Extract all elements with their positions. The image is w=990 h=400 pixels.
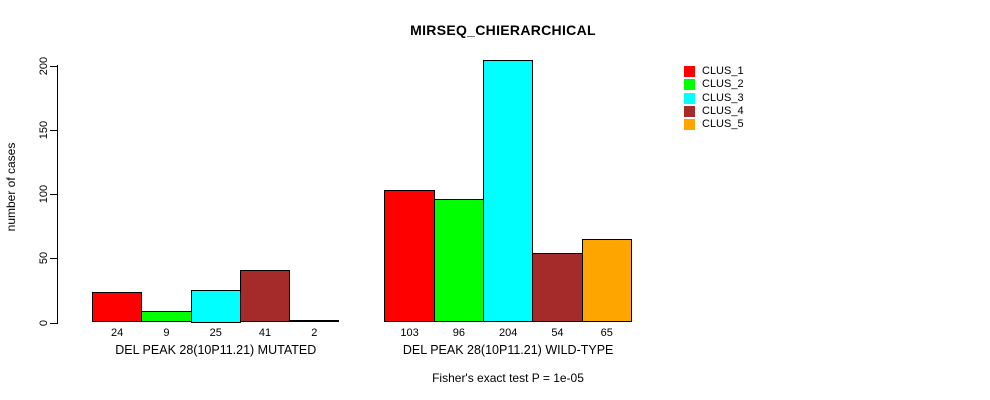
legend-item: CLUS_3 xyxy=(684,92,744,105)
bar-clus_1-group1 xyxy=(92,291,143,323)
bar-clus_5-group2 xyxy=(581,238,632,323)
bar-clus_2-group1 xyxy=(141,310,192,323)
y-axis-tick xyxy=(50,65,57,67)
bar-value-label: 9 xyxy=(163,327,170,339)
chart-title: MIRSEQ_CHIERARCHICAL xyxy=(410,22,596,38)
bar-clus_4-group2 xyxy=(532,253,583,323)
legend-item: CLUS_2 xyxy=(684,78,744,91)
x-axis-group-label: DEL PEAK 28(10P11.21) WILD-TYPE xyxy=(402,343,614,357)
bar-value-label: 54 xyxy=(551,327,564,339)
legend-label: CLUS_4 xyxy=(702,105,744,118)
y-axis-tick xyxy=(50,322,57,324)
bar-value-label: 204 xyxy=(498,327,518,339)
bar-value-label: 24 xyxy=(111,327,124,339)
x-axis-group-label: DEL PEAK 28(10P11.21) MUTATED xyxy=(115,343,317,357)
bar-value-label: 25 xyxy=(209,327,222,339)
bar-clus_3-group2 xyxy=(483,60,534,323)
bar-value-label: 65 xyxy=(600,327,613,339)
legend-label: CLUS_2 xyxy=(702,78,744,91)
bar-value-label: 96 xyxy=(452,327,465,339)
bar-value-label: 103 xyxy=(400,327,419,339)
legend-swatch-clus_4 xyxy=(684,106,695,118)
legend: CLUS_1 CLUS_2 CLUS_3 CLUS_4 CLUS_5 xyxy=(684,65,744,131)
bar-clus_2-group2 xyxy=(433,199,484,323)
y-axis-tick xyxy=(50,194,57,195)
legend-label: CLUS_3 xyxy=(702,91,744,104)
y-axis-tick xyxy=(50,129,57,131)
bar-clus_1-group2 xyxy=(384,190,435,323)
y-axis-tick-label: 100 xyxy=(38,184,50,204)
legend-label: CLUS_5 xyxy=(702,118,744,131)
bar-clus_3-group1 xyxy=(190,290,241,323)
bar-value-label: 41 xyxy=(258,327,272,339)
y-axis-tick-label: 50 xyxy=(38,252,50,265)
bar-clus_4-group1 xyxy=(239,269,291,323)
legend-label: CLUS_1 xyxy=(702,65,744,78)
legend-item: CLUS_5 xyxy=(684,118,744,131)
y-axis-tick-label: 200 xyxy=(38,56,50,75)
bar-clus_5-group1 xyxy=(289,319,340,323)
legend-swatch-clus_2 xyxy=(684,79,695,91)
y-axis-tick-label: 150 xyxy=(38,120,50,139)
y-axis-tick-label: 0 xyxy=(38,319,50,326)
fisher-test-annotation: Fisher's exact test P = 1e-05 xyxy=(432,371,584,385)
legend-swatch-clus_5 xyxy=(684,119,695,131)
legend-swatch-clus_1 xyxy=(684,66,695,78)
y-axis-tick xyxy=(50,258,57,260)
legend-item: CLUS_1 xyxy=(684,65,744,78)
bar-value-label: 2 xyxy=(311,327,318,339)
y-axis-line xyxy=(57,65,58,324)
legend-item: CLUS_4 xyxy=(684,105,744,118)
legend-swatch-clus_3 xyxy=(684,92,695,104)
